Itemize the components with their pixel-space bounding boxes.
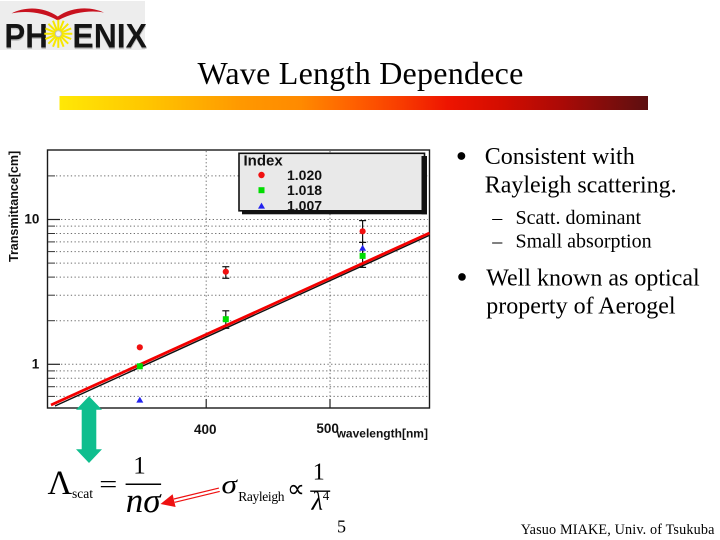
svg-text:1: 1 — [32, 356, 40, 371]
svg-text:–: – — [491, 207, 503, 229]
svg-text:Rayleigh scattering.: Rayleigh scattering. — [485, 172, 677, 198]
svg-text:Yasuo MIAKE, Univ. of Tsukuba: Yasuo MIAKE, Univ. of Tsukuba — [521, 522, 715, 538]
svg-text:400: 400 — [194, 422, 217, 437]
svg-text:scat: scat — [72, 486, 93, 501]
svg-text:∝: ∝ — [287, 476, 305, 503]
svg-text:10: 10 — [24, 212, 39, 227]
svg-text:Scatt. dominant: Scatt. dominant — [516, 207, 642, 229]
svg-text:–: – — [491, 231, 503, 253]
svg-text:Consistent with: Consistent with — [485, 144, 635, 170]
svg-text:nσ: nσ — [126, 481, 163, 520]
svg-text:1.007: 1.007 — [287, 198, 322, 214]
svg-text:1.018: 1.018 — [287, 182, 322, 198]
svg-text:4: 4 — [323, 488, 330, 503]
svg-text:PH: PH — [5, 18, 48, 57]
svg-text:Λ: Λ — [48, 464, 73, 501]
svg-text:5: 5 — [337, 517, 346, 537]
svg-text:ENIX: ENIX — [73, 18, 148, 56]
svg-text:Transmittance[cm]: Transmittance[cm] — [7, 151, 21, 262]
svg-text:property of Aerogel: property of Aerogel — [486, 294, 676, 320]
svg-text:Small absorption: Small absorption — [516, 231, 652, 253]
svg-text:Wave Length Dependece: Wave Length Dependece — [198, 55, 524, 91]
svg-text:=: = — [99, 471, 117, 499]
svg-text:σ: σ — [222, 470, 239, 499]
svg-text:1: 1 — [133, 452, 146, 479]
svg-text:1: 1 — [313, 459, 325, 485]
svg-text:wavelength[nm]: wavelength[nm] — [336, 427, 428, 441]
svg-text:1.020: 1.020 — [287, 167, 322, 183]
svg-text:Index: Index — [244, 153, 284, 170]
svg-text:Rayleigh: Rayleigh — [238, 489, 285, 504]
svg-text:500: 500 — [316, 421, 339, 436]
svg-text:ENIX: ENIX — [72, 16, 147, 54]
svg-text:PH: PH — [4, 16, 47, 55]
svg-text:Well known as optical: Well known as optical — [486, 266, 700, 292]
svg-text:λ: λ — [311, 487, 323, 516]
